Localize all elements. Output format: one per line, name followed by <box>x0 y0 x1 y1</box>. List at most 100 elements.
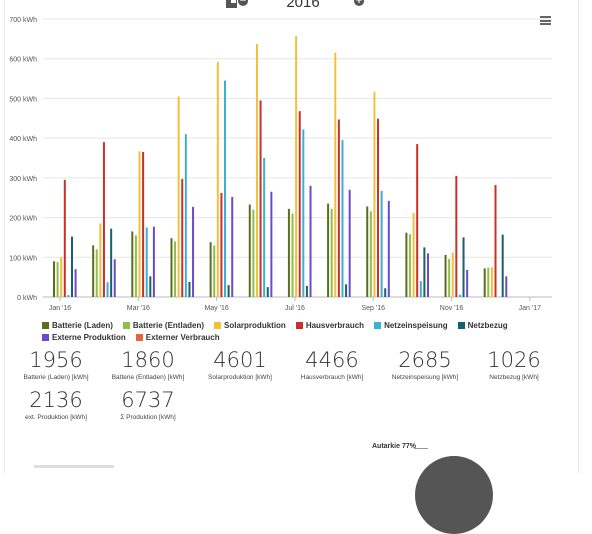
bar-batterie-laden- <box>53 261 55 297</box>
bar-solarproduktion <box>490 267 493 297</box>
legend-label: Batterie (Entladen) <box>132 321 205 330</box>
autarkie-label: Autarkie 77% <box>372 443 416 450</box>
bar-solarproduktion <box>177 96 180 297</box>
year-label: 2016 <box>286 0 320 11</box>
bar-netzbezug <box>149 276 152 297</box>
expand-icon[interactable] <box>226 0 237 8</box>
y-tick-label: 200 kWh <box>9 216 37 223</box>
legend-item[interactable]: Netzbezug <box>457 321 508 330</box>
stat-value: 2685 <box>398 348 452 372</box>
bar-solarproduktion <box>138 151 141 297</box>
legend-item[interactable]: Solarproduktion <box>214 321 286 330</box>
y-tick-label: 500 kWh <box>9 96 37 103</box>
bar-externe-produktion <box>152 226 155 297</box>
bar-netzeinspeisung <box>145 227 148 297</box>
bar-batterie-laden- <box>170 238 173 297</box>
x-tick-label: May '16 <box>204 305 228 312</box>
chart-toolbar: − 2016 + <box>0 0 592 12</box>
bar-batterie-entladen- <box>95 249 98 297</box>
bar-netzeinspeisung <box>184 134 187 297</box>
y-tick-label: 400 kWh <box>9 136 37 143</box>
bar-batterie-laden- <box>92 245 95 297</box>
legend-swatch <box>214 322 222 329</box>
hamburger-icon[interactable] <box>540 16 551 25</box>
bar-batterie-laden- <box>327 203 330 297</box>
stat-label: Batterie (Entladen) [kWh] <box>111 374 185 381</box>
bar-batterie-laden- <box>366 206 369 297</box>
bar-netzbezug <box>305 285 308 297</box>
bar-solarproduktion <box>216 61 219 297</box>
stat-label: Batterie (Laden) [kWh] <box>23 374 89 381</box>
legend-item[interactable]: Netzeinspeisung <box>374 321 448 330</box>
bar-netzbezug <box>110 228 113 297</box>
y-tick-label: 100 kWh <box>9 255 37 262</box>
bar-solarproduktion <box>60 257 63 297</box>
bar-netzbezug <box>384 288 387 297</box>
bar-hausverbrauch <box>102 142 105 297</box>
legend-swatch <box>374 322 382 329</box>
bar-netzbezug <box>462 237 465 297</box>
autarkie-connector <box>414 448 428 449</box>
bar-solarproduktion <box>373 91 376 297</box>
bar-batterie-entladen- <box>369 211 372 297</box>
legend-label: Hausverbrauch <box>305 321 365 330</box>
bar-hausverbrauch <box>142 152 145 297</box>
stat-label: Solarproduktion [kWh] <box>208 374 272 381</box>
legend-swatch <box>122 322 130 329</box>
next-year-button[interactable]: + <box>354 0 364 6</box>
bar-batterie-entladen- <box>134 235 137 297</box>
bar-hausverbrauch <box>494 185 497 297</box>
bar-hausverbrauch <box>416 144 419 297</box>
bar-batterie-entladen- <box>213 245 216 297</box>
bar-hausverbrauch <box>337 119 340 297</box>
bar-batterie-entladen- <box>330 208 333 297</box>
legend-swatch <box>295 322 303 329</box>
stat-solar-production: 4601 Solarproduktion [kWh] <box>196 348 284 381</box>
bar-netzbezug <box>227 285 230 297</box>
legend-item[interactable]: Batterie (Entladen) <box>122 321 205 330</box>
bar-netzbezug <box>71 236 73 297</box>
bar-solarproduktion <box>255 44 258 297</box>
legend-label: Externe Produktion <box>52 333 126 342</box>
bar-batterie-entladen- <box>174 241 177 297</box>
bar-hausverbrauch <box>63 179 66 297</box>
x-tick-label: Mar '16 <box>127 305 150 312</box>
legend-label: Netzbezug <box>467 321 508 330</box>
bar-netzbezug <box>188 281 191 297</box>
legend-swatch <box>135 334 143 341</box>
bar-solarproduktion <box>412 212 415 297</box>
bar-netzeinspeisung <box>341 140 344 297</box>
autarkie-donut-chart <box>415 456 493 534</box>
legend-item[interactable]: Batterie (Laden) <box>42 321 113 330</box>
bar-batterie-entladen- <box>448 258 451 297</box>
previous-year-button[interactable]: − <box>238 0 248 6</box>
bar-batterie-laden- <box>131 231 134 297</box>
bar-netzeinspeisung <box>263 158 266 297</box>
legend-item[interactable]: Hausverbrauch <box>295 321 365 330</box>
x-tick-label: Nov '16 <box>440 305 464 312</box>
bar-externe-produktion <box>74 269 77 297</box>
stat-house-consumption: 4466 Hausverbrauch [kWh] <box>288 348 376 381</box>
bar-hausverbrauch <box>455 175 458 297</box>
stat-value: 1026 <box>487 348 541 372</box>
legend-item[interactable]: Externe Produktion <box>42 333 126 342</box>
legend-swatch <box>42 334 49 341</box>
bar-batterie-laden- <box>444 254 447 297</box>
legend-item[interactable]: Externer Verbrauch <box>135 333 220 342</box>
bar-externe-produktion <box>387 200 390 297</box>
legend-swatch <box>457 322 465 329</box>
y-tick-label: 600 kWh <box>9 57 37 64</box>
y-tick-label: 0 kWh <box>17 295 37 302</box>
legend-label: Externer Verbrauch <box>145 333 220 342</box>
legend-label: Batterie (Laden) <box>52 321 113 330</box>
bar-netzbezug <box>423 247 426 297</box>
stat-value: 4601 <box>213 348 267 372</box>
stat-external-production: 2136 ext. Produktion [kWh] <box>12 388 100 421</box>
bar-netzbezug <box>345 284 348 297</box>
stat-battery-charge: 1956 Batterie (Laden) [kWh] <box>12 348 100 381</box>
bar-hausverbrauch <box>259 100 262 298</box>
bar-batterie-entladen- <box>408 234 411 297</box>
panel-border-right <box>578 0 579 473</box>
x-tick-label: Sep '16 <box>361 305 385 312</box>
bar-hausverbrauch <box>181 179 184 297</box>
